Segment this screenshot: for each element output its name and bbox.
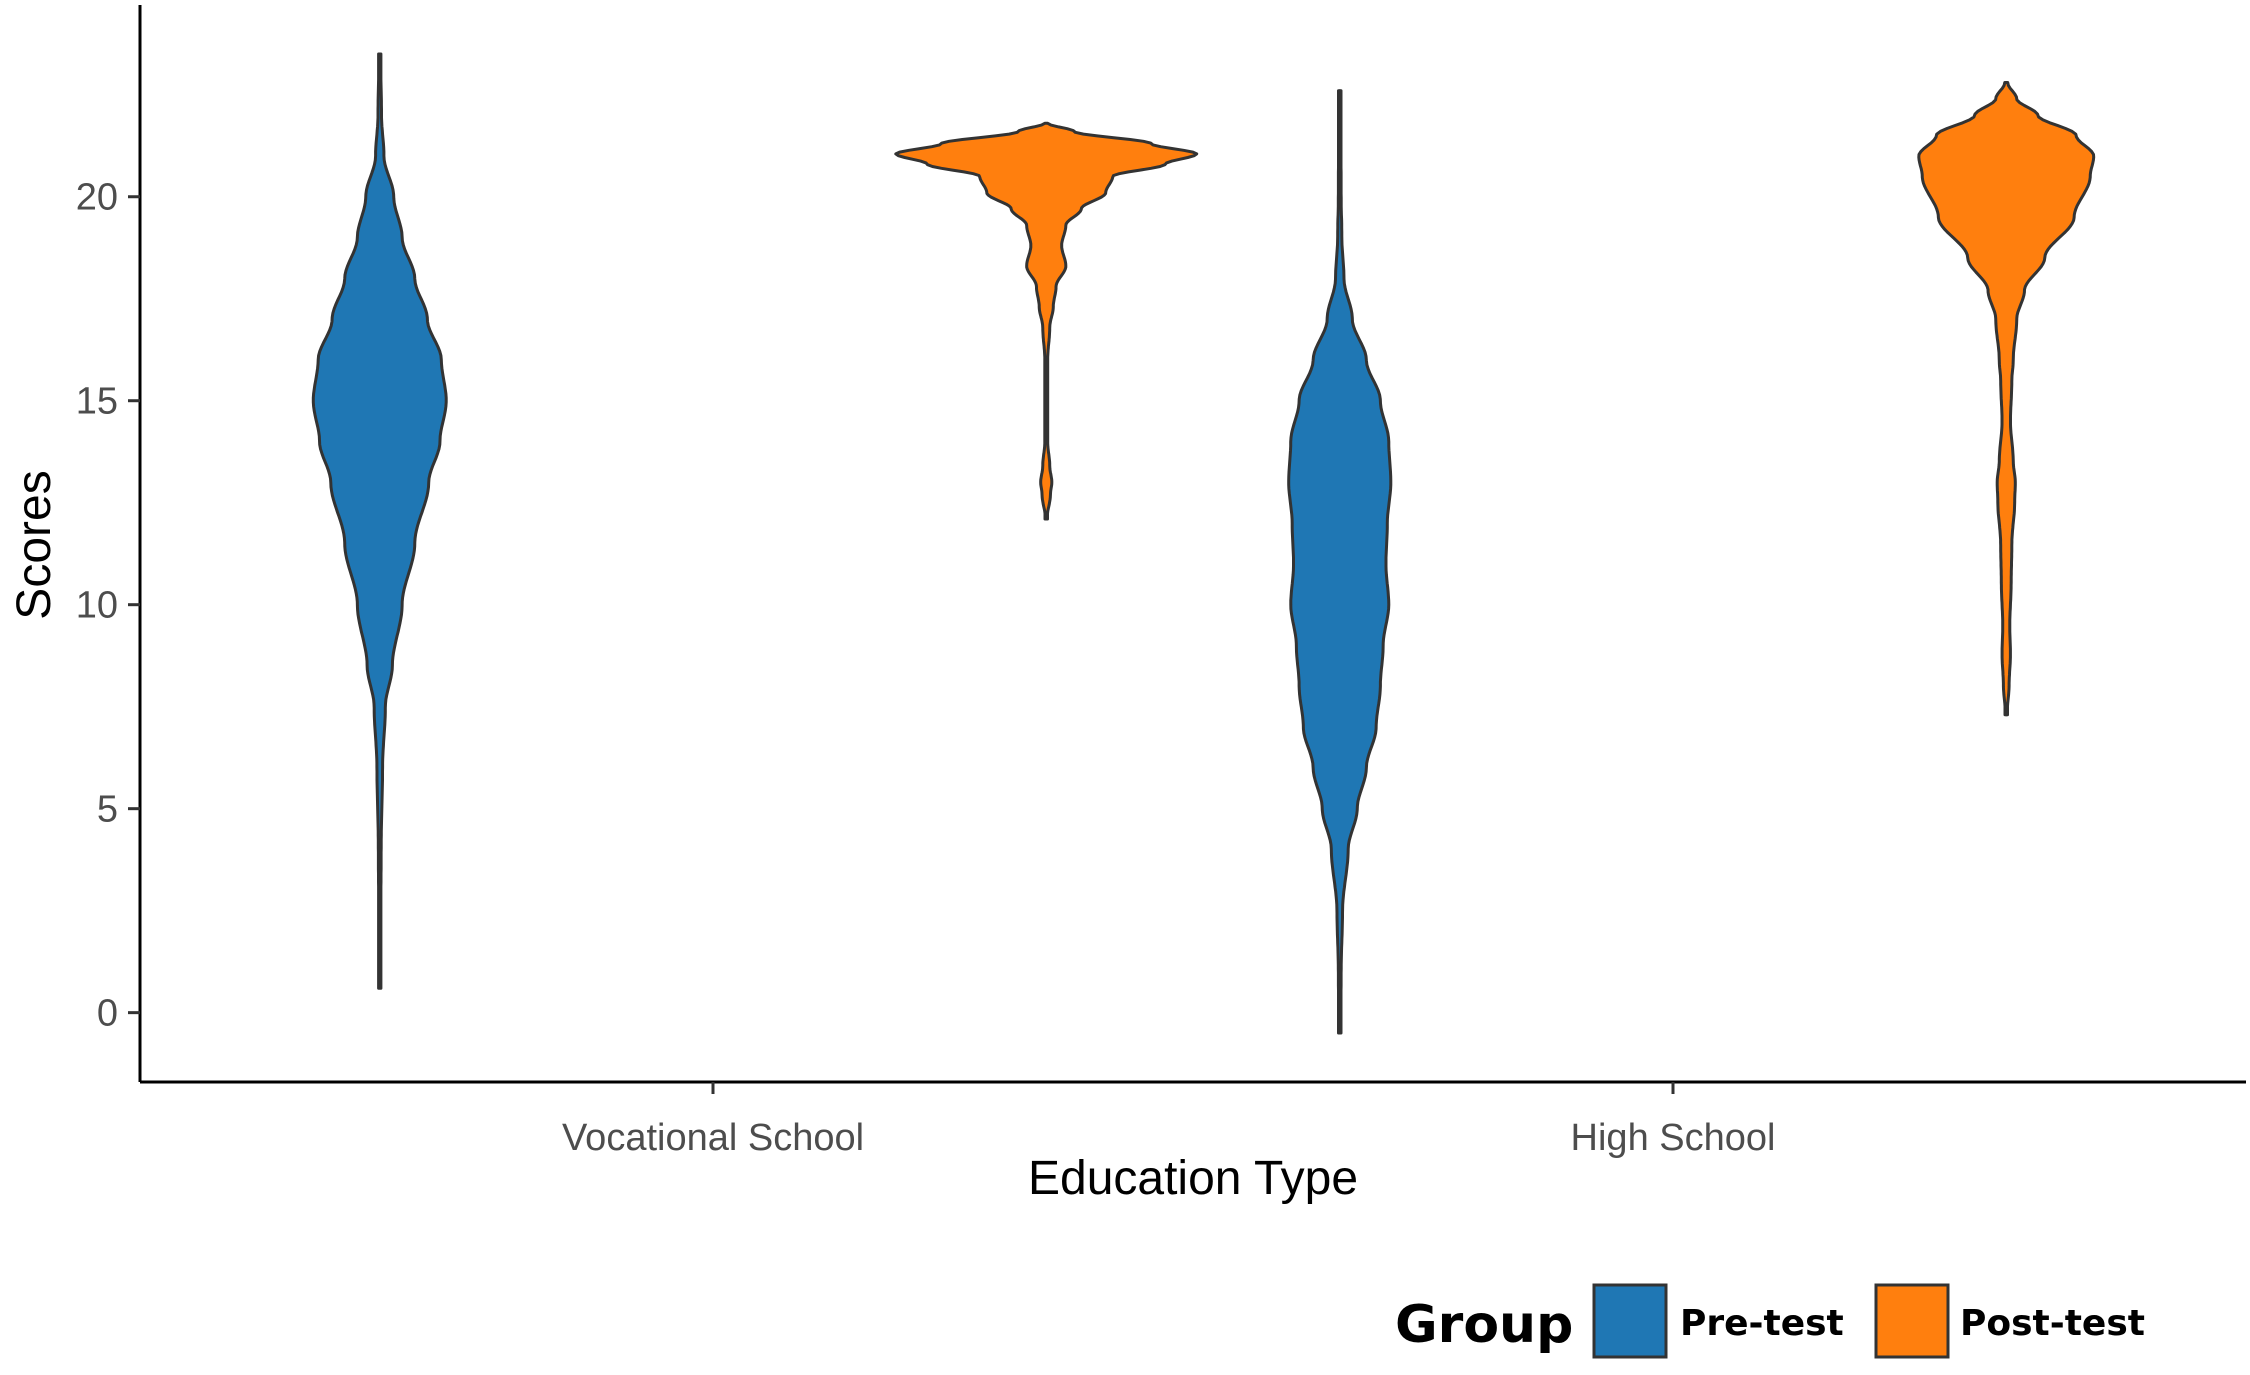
violins-layer bbox=[311, 52, 2096, 1035]
x-tick-label: High School bbox=[1571, 1117, 1776, 1159]
y-tick-label: 10 bbox=[76, 585, 118, 627]
violin-pre-test-high-school bbox=[1287, 89, 1393, 1035]
legend-swatch-pre-test bbox=[1592, 1283, 1668, 1359]
x-tick-label: Vocational School bbox=[562, 1117, 864, 1159]
legend-label-post-test: Post-test bbox=[1960, 1303, 2145, 1344]
legend: Group Pre-test Post-test bbox=[1395, 1283, 2145, 1359]
violin-post-test-vocational-school bbox=[894, 121, 1199, 521]
y-tick-label: 0 bbox=[97, 993, 118, 1035]
legend-title: Group bbox=[1395, 1295, 1573, 1355]
y-axis-title: Scores bbox=[8, 470, 61, 619]
legend-swatch-post-test bbox=[1874, 1283, 1950, 1359]
y-tick-label: 20 bbox=[76, 177, 118, 219]
y-tick-label: 15 bbox=[76, 381, 118, 423]
x-axis-title: Education Type bbox=[1028, 1152, 1358, 1205]
violin-pre-test-vocational-school bbox=[311, 52, 448, 990]
y-ticks: 0 5 10 15 20 bbox=[76, 177, 140, 1035]
x-ticks: Vocational School High School bbox=[562, 1082, 1776, 1159]
violin-post-test-high-school bbox=[1917, 81, 2096, 717]
legend-label-pre-test: Pre-test bbox=[1680, 1303, 1844, 1344]
y-tick-label: 5 bbox=[97, 789, 118, 831]
axes-layer bbox=[138, 5, 2246, 1084]
